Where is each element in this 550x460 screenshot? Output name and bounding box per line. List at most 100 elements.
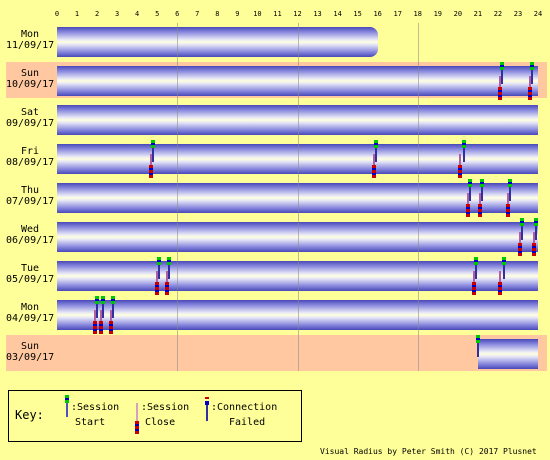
- day-name: Wed: [20, 224, 40, 235]
- day-label: Sat 09/09/17: [6, 107, 54, 129]
- session-close-marker: [465, 193, 470, 217]
- credit-text: Visual Radius by Peter Smith (C) 2017 Pl…: [320, 447, 537, 456]
- session-start-marker: [475, 335, 480, 365]
- hour-gridline: [177, 23, 179, 371]
- day-label: Sun 03/09/17: [6, 341, 54, 363]
- hour-label: 23: [513, 10, 523, 18]
- session-close-marker: [155, 271, 160, 295]
- day-name: Sun: [20, 68, 40, 79]
- session-close-marker: [371, 154, 376, 178]
- session-close-marker: [99, 310, 104, 334]
- session-close-marker: [93, 310, 98, 334]
- key-connection-failed-label-2: Failed: [229, 417, 266, 428]
- hour-label: 14: [333, 10, 342, 18]
- session-close-marker: [497, 271, 502, 295]
- session-start-marker: [479, 179, 484, 209]
- hour-label: 19: [433, 10, 442, 18]
- hour-label: 21: [473, 10, 483, 18]
- session-close-marker: [531, 232, 536, 256]
- session-start-marker: [95, 296, 100, 326]
- session-bar: [57, 27, 378, 57]
- hour-label: 10: [253, 10, 262, 18]
- day-label: Mon 04/09/17: [6, 302, 54, 324]
- day-label: Tue 05/09/17: [6, 263, 54, 285]
- key-session-close-label-2: Close: [145, 417, 176, 428]
- key-title: Key:: [15, 408, 44, 422]
- key-connection-failed-label: :Connection: [211, 402, 278, 413]
- day-name: Thu: [20, 185, 40, 196]
- session-start-marker: [373, 140, 378, 170]
- session-close-marker: [477, 193, 482, 217]
- session-close-marker: [149, 154, 154, 178]
- day-name: Mon: [20, 29, 40, 40]
- day-name: Mon: [20, 302, 40, 313]
- session-start-marker: [151, 140, 156, 170]
- hour-gridline: [417, 23, 419, 371]
- day-label: Mon 11/09/17: [6, 29, 54, 51]
- day-date: 09/09/17: [6, 118, 55, 129]
- hour-label: 8: [215, 10, 220, 18]
- connection-failed-icon: [205, 397, 209, 427]
- session-close-marker: [527, 76, 532, 100]
- day-date: 07/09/17: [6, 196, 55, 207]
- day-name: Sun: [20, 341, 40, 352]
- key-session-start-label-2: Start: [75, 417, 106, 428]
- hour-label: 9: [235, 10, 240, 18]
- day-name: Tue: [20, 263, 40, 274]
- day-name: Sat: [20, 107, 40, 118]
- hour-label: 0: [54, 10, 60, 18]
- session-start-marker: [519, 218, 524, 248]
- hour-gridline: [297, 23, 299, 371]
- hour-label: 11: [273, 10, 282, 18]
- hour-label: 18: [413, 10, 422, 18]
- key-session-start-label: :Session: [71, 402, 120, 413]
- hour-label: 4: [135, 10, 140, 18]
- session-start-marker: [467, 179, 472, 209]
- session-start-marker: [111, 296, 116, 326]
- day-date: 06/09/17: [6, 235, 55, 246]
- session-start-marker: [529, 62, 534, 92]
- day-date: 03/09/17: [6, 352, 55, 363]
- day-label: Sun 10/09/17: [6, 68, 54, 90]
- hour-label: 6: [175, 10, 180, 18]
- hour-label: 24: [533, 10, 543, 18]
- day-date: 08/09/17: [6, 157, 55, 168]
- day-date: 05/09/17: [6, 274, 55, 285]
- day-name: Fri: [20, 146, 40, 157]
- day-date: 10/09/17: [6, 79, 55, 90]
- session-start-marker: [501, 257, 506, 287]
- hour-label: 15: [353, 10, 362, 18]
- hour-label: 7: [195, 10, 200, 18]
- session-close-marker: [109, 310, 114, 334]
- day-date: 11/09/17: [6, 40, 55, 51]
- session-close-marker: [505, 193, 510, 217]
- hour-label: 16: [373, 10, 382, 18]
- day-label: Fri 08/09/17: [6, 146, 54, 168]
- hour-label: 13: [313, 10, 322, 18]
- session-close-marker: [457, 154, 462, 178]
- hour-label: 22: [493, 10, 503, 18]
- day-label: Thu 07/09/17: [6, 185, 54, 207]
- session-start-marker: [473, 257, 478, 287]
- session-bar: [477, 339, 538, 369]
- session-close-marker: [165, 271, 170, 295]
- session-start-marker: [101, 296, 106, 326]
- hour-label: 17: [393, 10, 402, 18]
- session-close-marker: [497, 76, 502, 100]
- session-start-marker: [533, 218, 538, 248]
- session-close-marker: [517, 232, 522, 256]
- session-start-marker: [167, 257, 172, 287]
- hour-label: 3: [115, 10, 120, 18]
- session-start-marker: [461, 140, 466, 170]
- hour-label: 12: [293, 10, 302, 18]
- key-legend: Key: :Session Start :Session Close :Conn…: [8, 390, 302, 442]
- day-row: [6, 335, 547, 371]
- hour-label: 20: [453, 10, 463, 18]
- session-start-icon: [65, 395, 69, 423]
- session-start-marker: [499, 62, 504, 92]
- session-close-marker: [471, 271, 476, 295]
- hour-label: 1: [74, 10, 80, 18]
- hour-label: 5: [155, 10, 160, 18]
- day-date: 04/09/17: [6, 313, 55, 324]
